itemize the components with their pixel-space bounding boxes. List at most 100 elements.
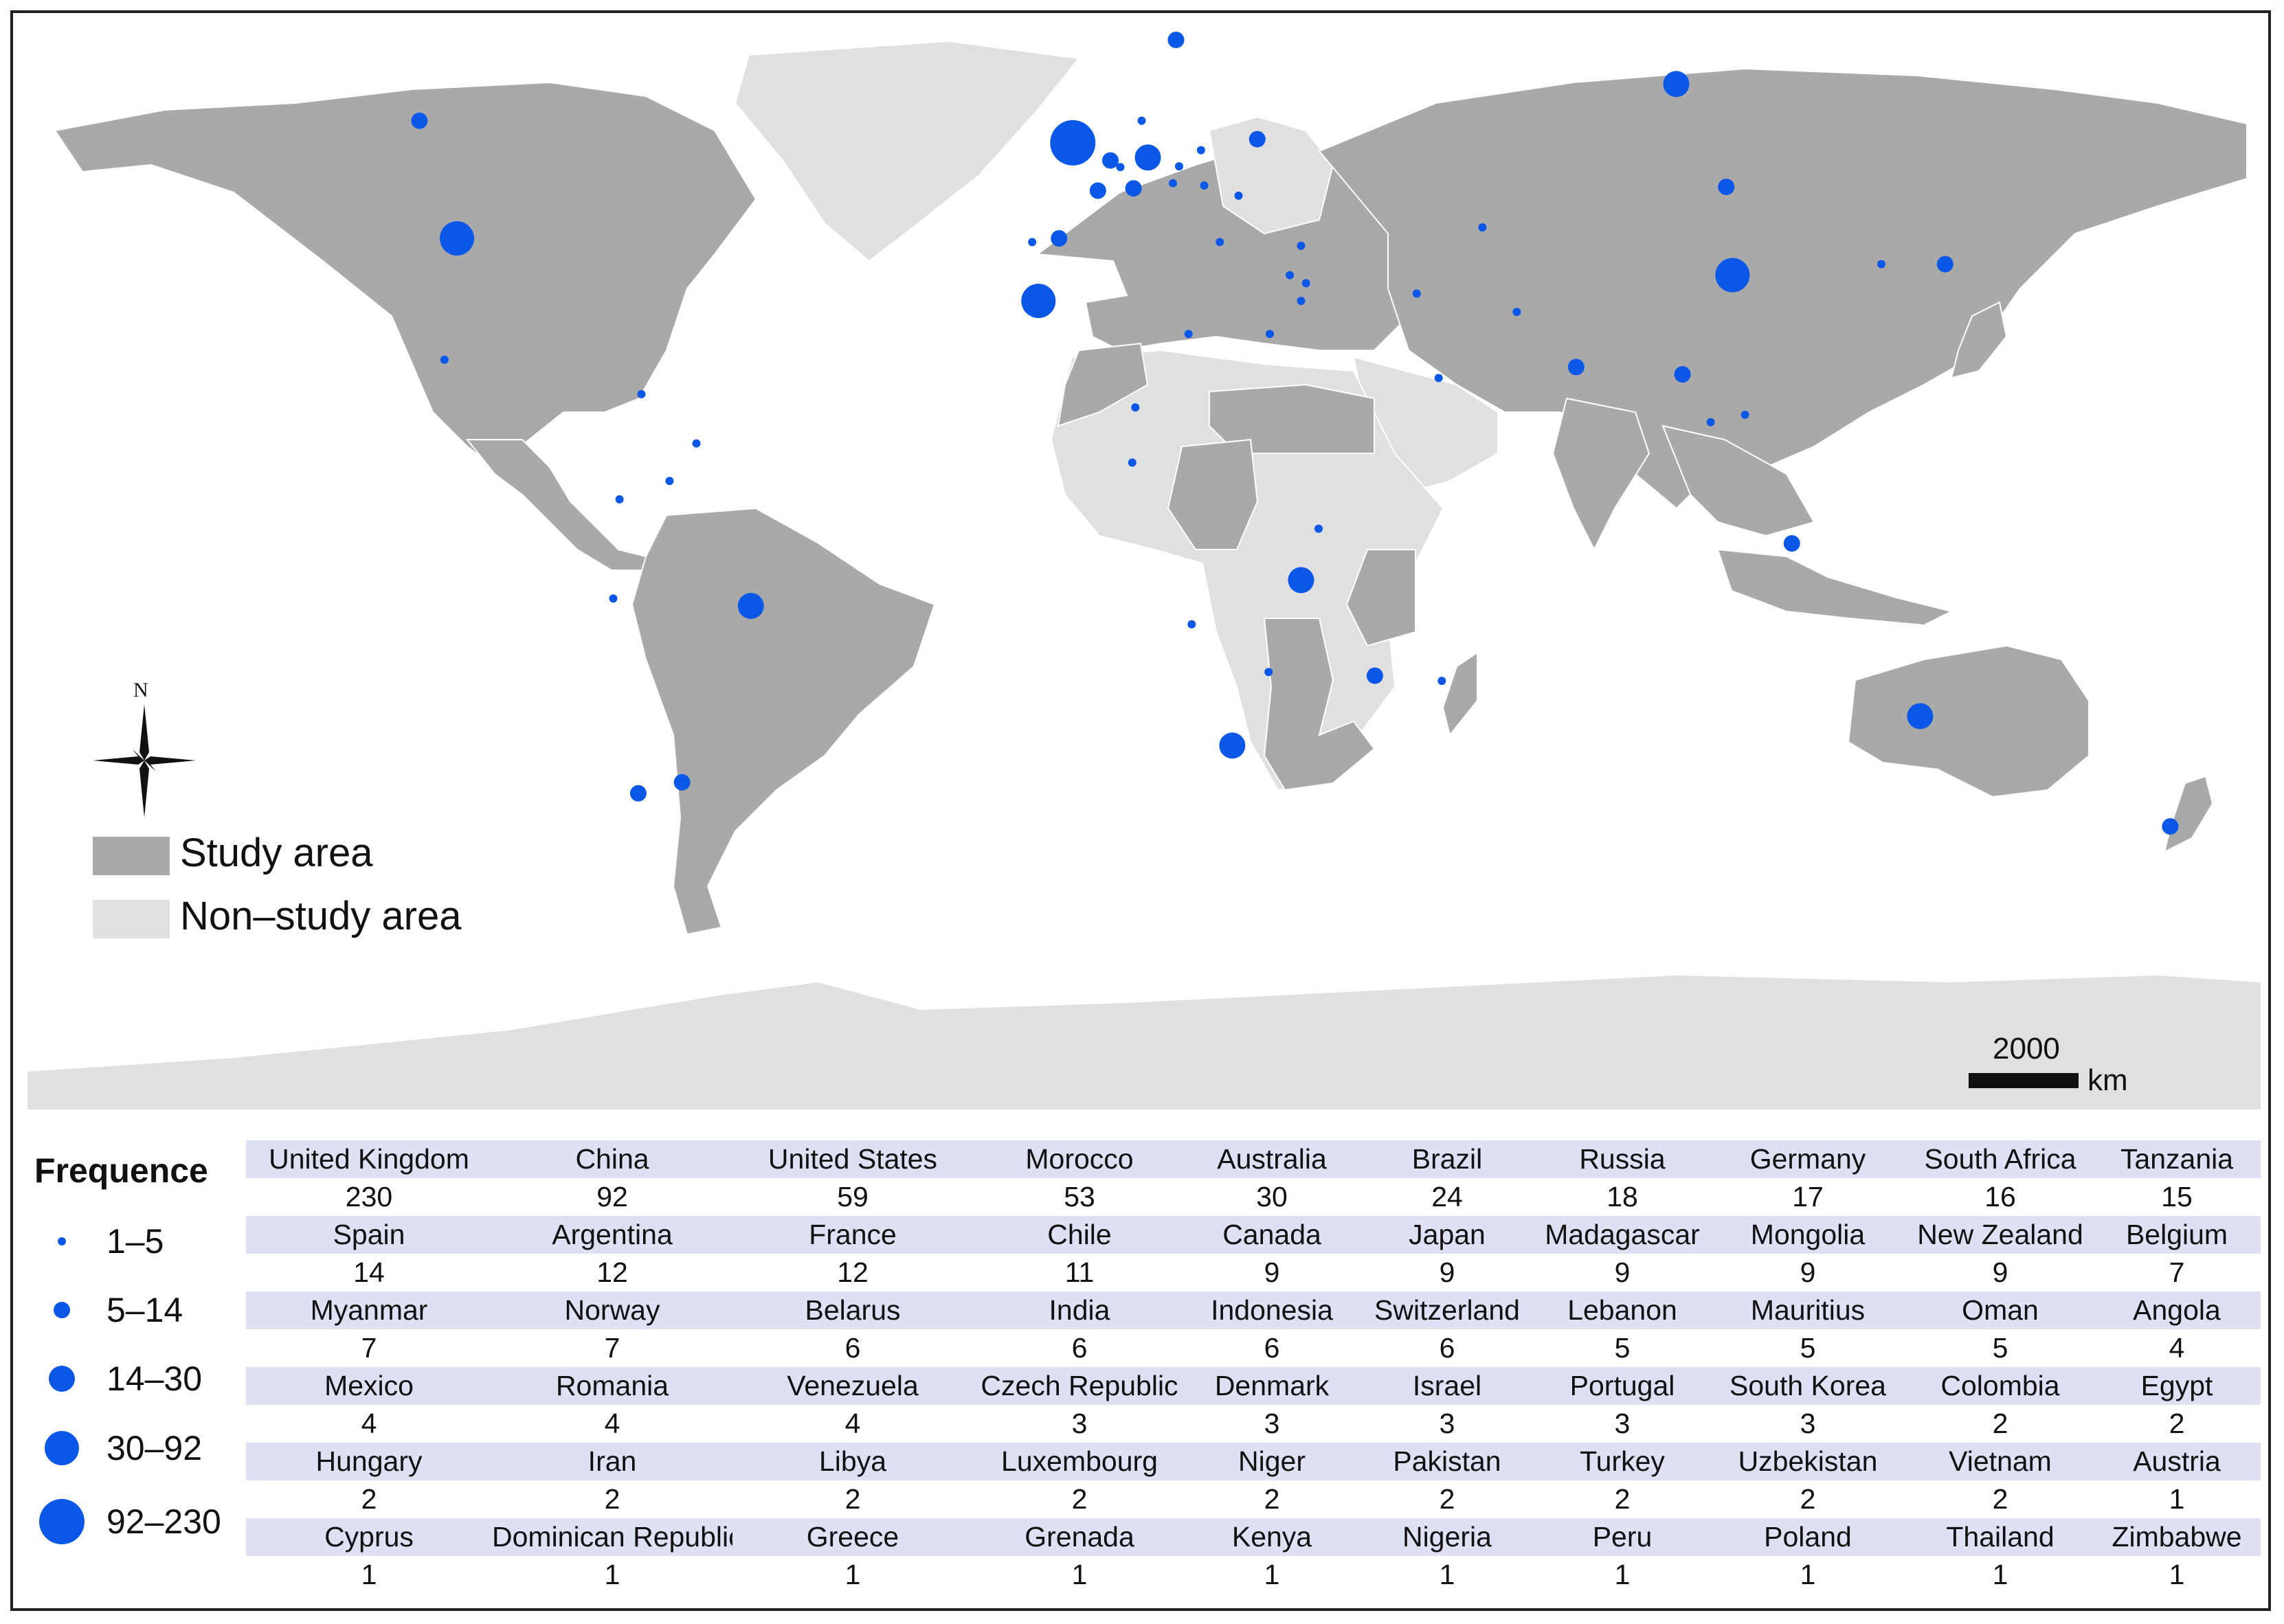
frequency-point	[1301, 279, 1310, 288]
frequency-point	[1264, 668, 1273, 677]
table-value-cell: 12	[492, 1254, 732, 1292]
table-country-cell: Pakistan	[1358, 1443, 1536, 1480]
table-value-cell: 9	[1358, 1254, 1536, 1292]
frequency-point	[1102, 152, 1119, 169]
table-country-cell: Poland	[1708, 1518, 1907, 1556]
table-country-cell: South Korea	[1708, 1367, 1907, 1405]
table-value-cell: 1	[246, 1556, 492, 1594]
frequency-point	[1200, 181, 1209, 190]
scale-bar	[1969, 1073, 2079, 1088]
table-country-cell: Vietnam	[1907, 1443, 2093, 1480]
table-value-cell: 2	[1536, 1480, 1708, 1518]
table-value-cell: 24	[1358, 1178, 1536, 1216]
frequency-table: United Kingdom China United States Morocco A…	[246, 1140, 2261, 1594]
table-country-cell: Switzerland	[1358, 1292, 1536, 1329]
table-value-cell: 4	[732, 1405, 973, 1443]
table-country-cell: Libya	[732, 1443, 973, 1480]
table-country-cell: Kenya	[1186, 1518, 1358, 1556]
world-map: N Study area Non–study area 2000 km	[27, 27, 2261, 1109]
frequency-point	[1051, 230, 1068, 247]
frequency-class-label-5: 92–230	[107, 1502, 221, 1541]
table-country-cell: France	[732, 1216, 973, 1254]
table-country-cell: Venezuela	[732, 1367, 973, 1405]
region-niger-nigeria	[1167, 438, 1259, 550]
table-value-cell: 2	[973, 1480, 1186, 1518]
frequency-point	[1167, 32, 1185, 49]
frequency-class-label-4: 30–92	[107, 1429, 203, 1467]
frequency-point	[1512, 308, 1521, 316]
frequency-point	[2162, 818, 2179, 835]
frequency-point	[1663, 71, 1690, 98]
table-country-cell: Turkey	[1536, 1443, 1708, 1480]
table-value-cell: 2	[1358, 1480, 1536, 1518]
table-country-cell: Czech Republic	[973, 1367, 1186, 1405]
table-value-cell: 14	[246, 1254, 492, 1292]
table-value-cell: 15	[2093, 1178, 2261, 1216]
frequency-point	[737, 593, 764, 619]
table-country-row: Mexico Romania Venezuela Czech Republic Denm…	[246, 1367, 2261, 1405]
frequency-class-2: 5–14	[38, 1279, 251, 1341]
frequency-point	[665, 477, 674, 486]
frequency-point	[440, 221, 474, 256]
table-country-cell: Japan	[1358, 1216, 1536, 1254]
north-label: N	[133, 679, 148, 701]
landmass-japan	[1950, 301, 2008, 379]
table-country-cell: Madagascar	[1536, 1216, 1708, 1254]
region-north-africa	[1209, 383, 1375, 454]
frequency-point	[1028, 238, 1037, 247]
frequency-point	[1089, 182, 1106, 199]
frequency-point	[673, 774, 691, 791]
table-value-cell: 9	[1536, 1254, 1708, 1292]
table-country-cell: Greece	[732, 1518, 973, 1556]
frequency-point	[637, 390, 646, 398]
table-country-cell: Denmark	[1186, 1367, 1358, 1405]
region-southern-africa	[1263, 618, 1376, 791]
table-country-cell: Brazil	[1358, 1140, 1536, 1178]
table-country-cell: Iran	[492, 1443, 732, 1480]
table-country-cell: Oman	[1907, 1292, 2093, 1329]
frequency-point	[1266, 330, 1274, 339]
table-value-cell: 11	[973, 1254, 1186, 1292]
table-country-cell: Uzbekistan	[1708, 1443, 1907, 1480]
frequency-point	[411, 112, 428, 129]
table-country-cell: United Kingdom	[246, 1140, 492, 1178]
landmass-southeast-asia	[1661, 425, 1815, 537]
table-value-cell: 1	[2093, 1480, 2261, 1518]
frequency-point	[1125, 180, 1142, 197]
table-value-cell: 1	[732, 1556, 973, 1594]
frequency-point	[615, 495, 624, 504]
table-country-cell: Germany	[1708, 1140, 1907, 1178]
frequency-point	[1249, 131, 1266, 148]
table-country-row: Spain Argentina France Chile Canada Japan Mada…	[246, 1216, 2261, 1254]
table-country-cell: Argentina	[492, 1216, 732, 1254]
landmass-madagascar	[1442, 651, 1478, 737]
table-value-cell: 4	[2093, 1329, 2261, 1367]
table-country-cell: Indonesia	[1186, 1292, 1358, 1329]
table-value-cell: 2	[246, 1480, 492, 1518]
map-canvas	[27, 32, 2261, 1109]
table-value-cell: 5	[1536, 1329, 1708, 1367]
frequency-point	[1137, 116, 1146, 125]
table-value-cell: 3	[973, 1405, 1186, 1443]
table-country-cell: Israel	[1358, 1367, 1536, 1405]
table-value-cell: 230	[246, 1178, 492, 1216]
frequency-point	[1234, 191, 1243, 200]
table-value-cell: 53	[973, 1178, 1186, 1216]
study-area-swatch	[93, 837, 170, 875]
table-value-cell: 7	[492, 1329, 732, 1367]
table-country-cell: Mexico	[246, 1367, 492, 1405]
table-country-row: United Kingdom China United States Morocco A…	[246, 1140, 2261, 1178]
table-country-cell: India	[973, 1292, 1186, 1329]
frequency-point	[1169, 179, 1177, 188]
table-value-cell: 5	[1907, 1329, 2093, 1367]
frequency-point	[1783, 535, 1800, 552]
table-value-cell: 7	[246, 1329, 492, 1367]
frequency-point	[1219, 732, 1246, 759]
table-country-cell: New Zealand	[1907, 1216, 2093, 1254]
landmass-australia	[1847, 644, 2090, 798]
table-value-cell: 3	[1358, 1405, 1536, 1443]
table-value-cell: 1	[2093, 1556, 2261, 1594]
frequency-point	[1314, 524, 1323, 533]
frequency-point	[1128, 458, 1137, 467]
table-country-cell: Egypt	[2093, 1367, 2261, 1405]
